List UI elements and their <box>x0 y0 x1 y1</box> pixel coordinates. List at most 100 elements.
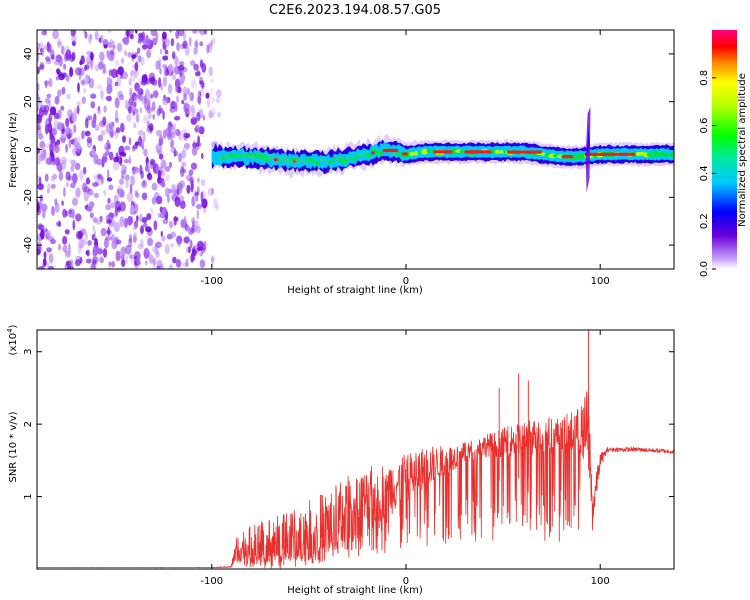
noise-blob <box>191 220 195 231</box>
noise-blob <box>37 202 40 213</box>
noise-blob <box>91 118 97 129</box>
noise-blob <box>175 84 178 93</box>
noise-blob <box>116 42 123 52</box>
noise-blob <box>86 60 90 70</box>
noise-blob <box>86 50 92 56</box>
noise-blob <box>208 66 213 77</box>
noise-blob <box>185 258 189 267</box>
noise-blob <box>92 225 95 232</box>
noise-blob <box>150 207 154 216</box>
noise-blob <box>103 238 109 249</box>
noise-blob <box>103 44 108 49</box>
track-patch <box>315 160 320 167</box>
spectrogram-x-tick-label: 0 <box>403 276 409 287</box>
noise-blob <box>45 97 51 104</box>
noise-blob <box>125 244 132 255</box>
noise-blob <box>88 78 95 89</box>
noise-blob <box>90 52 94 61</box>
noise-blob <box>192 245 196 255</box>
noise-blob <box>134 68 140 79</box>
noise-blob <box>102 248 108 258</box>
noise-blob <box>205 92 210 99</box>
noise-blob <box>131 54 137 59</box>
noise-blob <box>160 107 164 114</box>
noise-blob <box>183 132 191 139</box>
noise-blob <box>141 96 148 104</box>
noise-blob <box>121 37 129 43</box>
noise-blob <box>160 83 163 91</box>
noise-blob <box>124 50 127 57</box>
noise-blob <box>75 187 81 198</box>
noise-blob <box>176 188 180 196</box>
noise-blob <box>186 184 191 194</box>
noise-blob <box>215 97 221 104</box>
noise-blob <box>146 106 152 114</box>
noise-blob <box>172 187 177 197</box>
noise-blob <box>192 142 198 149</box>
noise-blob <box>175 128 181 137</box>
noise-blob <box>174 196 181 207</box>
noise-blob <box>62 235 68 245</box>
noise-blob <box>191 147 198 156</box>
noise-blob <box>57 89 62 98</box>
noise-blob <box>141 44 148 50</box>
noise-blob <box>120 57 125 64</box>
noise-blob <box>127 52 132 58</box>
noise-blob <box>61 246 68 252</box>
noise-blob <box>210 39 213 46</box>
noise-blob <box>49 106 57 116</box>
noise-blob <box>199 59 204 68</box>
noise-blob <box>146 161 151 172</box>
noise-blob <box>74 259 81 267</box>
noise-blob <box>193 63 199 71</box>
noise-blob <box>41 104 45 111</box>
noise-blob <box>201 152 204 159</box>
noise-blob <box>124 174 130 181</box>
noise-blob <box>197 177 200 183</box>
noise-blob <box>211 187 215 195</box>
noise-blob <box>168 131 176 139</box>
noise-blob <box>114 81 119 87</box>
noise-blob <box>65 74 70 82</box>
noise-blob <box>68 158 72 164</box>
track-patch <box>357 153 364 157</box>
noise-blob <box>51 128 58 136</box>
noise-blob <box>133 235 137 244</box>
colorbar-tick-label: 0.4 <box>699 165 710 181</box>
noise-blob <box>216 89 222 98</box>
spectrogram-y-axis-label: Frequency (Hz) <box>8 112 19 188</box>
noise-blob <box>179 200 186 210</box>
noise-blob <box>80 79 86 85</box>
noise-blob <box>79 228 87 236</box>
noise-blob <box>107 41 112 49</box>
colorbar: 0.0 0.2 0.4 0.6 0.8 Normalized spectral ampl… <box>699 30 748 277</box>
noise-blob <box>173 215 177 226</box>
noise-blob <box>93 175 98 181</box>
colorbar-label: Normalized spectral amplitude <box>737 73 748 227</box>
noise-blob <box>106 139 110 147</box>
noise-blob <box>155 195 163 205</box>
noise-blob <box>144 260 148 266</box>
noise-blob <box>141 180 148 189</box>
noise-blob <box>169 30 172 33</box>
noise-blob <box>133 167 140 174</box>
noise-blob <box>141 192 148 201</box>
noise-blob <box>83 166 87 175</box>
noise-blob <box>58 220 61 228</box>
noise-blob <box>160 230 163 237</box>
track-patch <box>257 153 267 159</box>
noise-blob <box>105 95 112 101</box>
noise-blob <box>184 45 190 56</box>
noise-blob <box>150 93 154 99</box>
noise-blob <box>71 40 76 47</box>
noise-blob <box>81 96 87 104</box>
noise-blob <box>142 131 146 143</box>
noise-blob <box>173 122 177 133</box>
noise-blob <box>110 202 116 209</box>
noise-blob <box>144 73 148 82</box>
noise-blob <box>197 90 201 97</box>
noise-blob <box>170 100 177 110</box>
noise-blob <box>110 49 115 56</box>
noise-blob <box>145 248 149 254</box>
noise-blob <box>202 114 206 121</box>
